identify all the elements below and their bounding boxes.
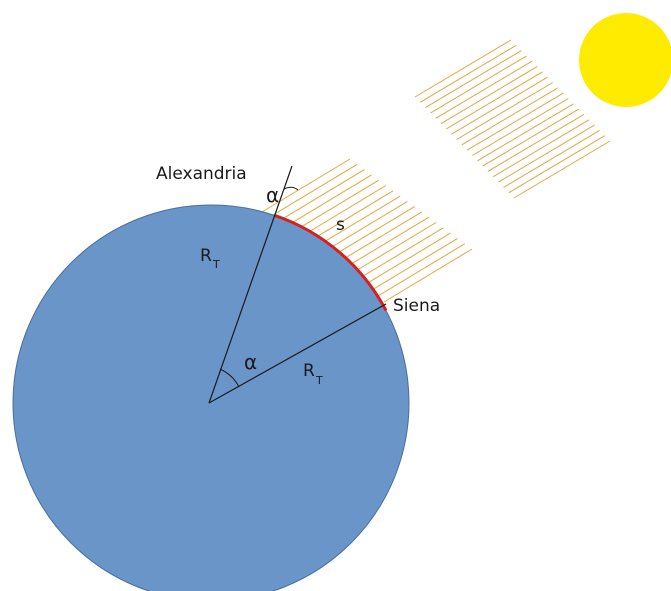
sunray-line: [319, 200, 408, 255]
sunray-line: [498, 124, 595, 183]
sunray-line: [333, 211, 423, 266]
sunray-line: [369, 237, 458, 292]
radius-symbol: R: [200, 246, 212, 266]
angle-arc-alexandria: [283, 186, 299, 191]
sunray-line: [290, 179, 379, 234]
sunray-line: [503, 129, 600, 188]
sunray-line: [419, 44, 517, 103]
arc-alexandria-siena: [274, 214, 388, 312]
sunray-line: [461, 87, 559, 146]
alpha-label-center: α: [244, 350, 257, 374]
sunrays-near-sun: [414, 39, 611, 199]
alpha-label-top: α: [266, 183, 279, 207]
sunray-line: [355, 227, 444, 282]
sunray-line: [311, 195, 401, 250]
sunrays-near-earth: [261, 158, 473, 303]
sunray-line: [487, 113, 585, 172]
sunray-line: [362, 232, 451, 287]
sunray-line: [340, 216, 430, 271]
angle-arc-center: [219, 368, 240, 388]
sunray-line: [268, 163, 358, 218]
sunray-line: [326, 206, 415, 261]
sunray-line: [451, 76, 548, 135]
sunray-line: [414, 39, 512, 98]
radius-subscript: T: [212, 258, 220, 271]
sunray-line: [492, 119, 590, 178]
radius-label-upper: R T: [200, 246, 220, 271]
sunray-line: [508, 135, 606, 194]
sunray-line: [477, 103, 574, 162]
sunray-line: [283, 174, 372, 229]
sunray-line: [472, 98, 569, 156]
radius-subscript: T: [315, 374, 323, 387]
sunray-line: [276, 169, 365, 224]
siena-label: Siena: [393, 296, 440, 316]
sunray-line: [446, 71, 543, 130]
sunray-line: [440, 66, 538, 125]
sunray-line: [456, 82, 553, 140]
sunray-line: [425, 50, 522, 109]
sunray-line: [297, 185, 387, 239]
sunray-line: [430, 55, 527, 114]
alexandria-label: Alexandria: [156, 164, 247, 184]
sunray-line: [347, 222, 437, 276]
sunray-line: [513, 140, 611, 199]
sun: [579, 13, 671, 107]
sunray-line: [383, 248, 473, 303]
sunray-line: [304, 190, 394, 245]
radius-to-alexandria: [208, 165, 293, 404]
sunray-line: [466, 92, 564, 151]
sunray-line: [376, 243, 466, 298]
arc-length-label: s: [336, 215, 345, 235]
sunray-line: [435, 60, 533, 119]
radius-symbol: R: [303, 361, 315, 381]
radius-label-lower: R T: [303, 361, 323, 387]
sunray-line: [482, 108, 579, 167]
sunray-line: [261, 158, 351, 213]
